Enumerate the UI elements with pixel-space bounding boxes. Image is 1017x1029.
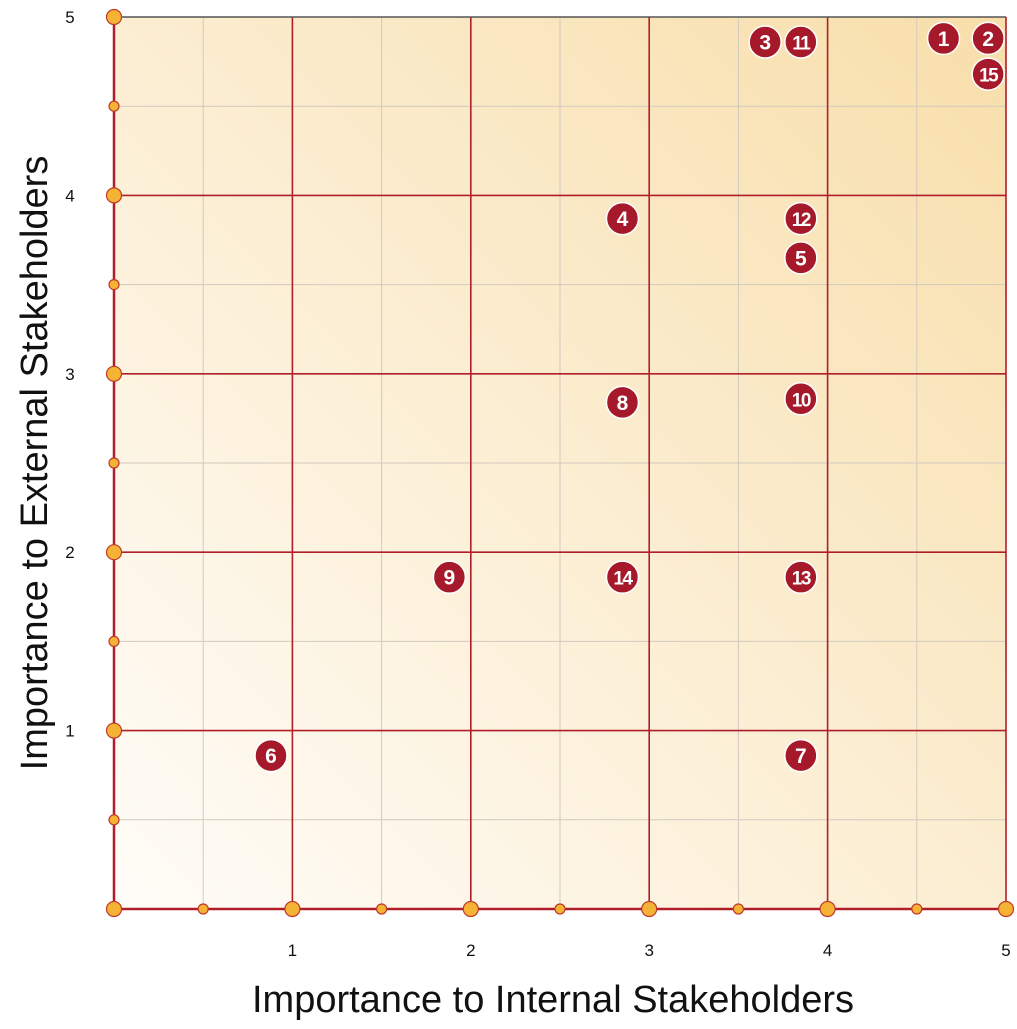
y-tick-dot [105, 365, 123, 382]
data-point-8: 8 [605, 385, 640, 420]
data-point-14: 14 [605, 560, 640, 594]
data-point-marker [432, 560, 467, 594]
x-tick-label: 4 [823, 941, 832, 960]
data-point-label: 13 [792, 569, 811, 590]
data-point-9: 9 [432, 560, 467, 594]
y-tick-dot [108, 279, 120, 291]
data-point-marker [784, 201, 818, 236]
data-point-5: 5 [784, 241, 818, 275]
tick-dots [105, 8, 1015, 918]
data-point-label: 12 [792, 210, 811, 231]
x-tick-dot [197, 903, 209, 915]
y-tick-label: 4 [65, 186, 74, 205]
y-tick-dot [108, 100, 120, 112]
data-point-marker [971, 57, 1005, 91]
data-point-label: 11 [792, 33, 811, 54]
data-point-7: 7 [784, 738, 818, 773]
x-tick-dot [376, 903, 388, 915]
data-point-marker [784, 560, 818, 594]
y-tick-dot [105, 722, 123, 739]
x-tick-dot [554, 903, 566, 915]
y-tick-dot [108, 635, 120, 648]
data-point-12: 12 [784, 201, 818, 236]
data-point-label: 4 [617, 208, 629, 231]
data-point-marker [784, 738, 818, 773]
data-point-label: 2 [982, 28, 994, 51]
data-point-label: 1 [938, 28, 950, 51]
data-point-label: 15 [979, 66, 999, 87]
data-point-marker [926, 21, 961, 56]
data-point-marker [784, 241, 818, 275]
data-point-marker [971, 21, 1005, 56]
y-tick-labels: 1 2 3 4 5 [65, 8, 74, 741]
data-point-label: 7 [795, 745, 807, 768]
data-point-4: 4 [605, 201, 640, 236]
y-tick-dot [108, 457, 120, 469]
x-tick-dot [732, 903, 745, 915]
y-tick-dot [105, 544, 123, 561]
data-point-label: 5 [795, 247, 807, 270]
data-point-label: 3 [759, 31, 771, 54]
minor-grid [114, 17, 1006, 909]
x-tick-label: 3 [644, 941, 653, 960]
data-point-2: 2 [971, 21, 1005, 56]
data-point-3: 3 [748, 25, 782, 59]
x-tick-dot [911, 903, 923, 915]
data-point-marker [784, 382, 818, 416]
data-point-11: 11 [784, 25, 818, 59]
y-tick-label: 5 [65, 8, 74, 27]
data-point-marker [605, 385, 640, 420]
y-tick-dot [105, 187, 123, 204]
y-axis-title: Importance to External Stakeholders [14, 156, 56, 771]
data-point-label: 8 [617, 392, 629, 415]
y-tick-label: 3 [65, 365, 74, 384]
x-tick-dot [819, 900, 836, 918]
data-point-marker [254, 738, 288, 773]
data-point-13: 13 [784, 560, 818, 594]
data-point-15: 15 [971, 57, 1005, 91]
data-point-10: 10 [784, 382, 818, 416]
data-point-label: 6 [265, 745, 277, 768]
major-grid [112, 17, 1007, 911]
x-tick-label: 1 [288, 941, 297, 960]
y-tick-dot [105, 8, 123, 26]
data-point-marker [784, 25, 818, 59]
x-tick-label: 5 [1001, 941, 1010, 960]
x-tick-dot [284, 900, 301, 918]
x-tick-dot [462, 900, 479, 918]
x-tick-labels: 1 2 3 4 5 [288, 941, 1011, 960]
x-tick-label: 2 [466, 941, 475, 960]
x-tick-dot [641, 900, 658, 918]
data-point-label: 10 [792, 390, 811, 411]
x-tick-dot [997, 900, 1015, 918]
y-tick-dot [108, 814, 120, 826]
data-point-marker [605, 201, 640, 236]
data-point-marker [748, 25, 782, 59]
data-point-label: 14 [613, 569, 633, 590]
x-axis-title: Importance to Internal Stakeholders [252, 979, 854, 1021]
data-point-6: 6 [254, 738, 288, 773]
data-point-1: 1 [926, 21, 961, 56]
data-point-label: 9 [444, 567, 456, 590]
y-tick-label: 2 [65, 543, 74, 562]
data-point-marker [605, 560, 640, 594]
y-tick-label: 1 [65, 722, 74, 741]
x-tick-dot [105, 900, 123, 918]
